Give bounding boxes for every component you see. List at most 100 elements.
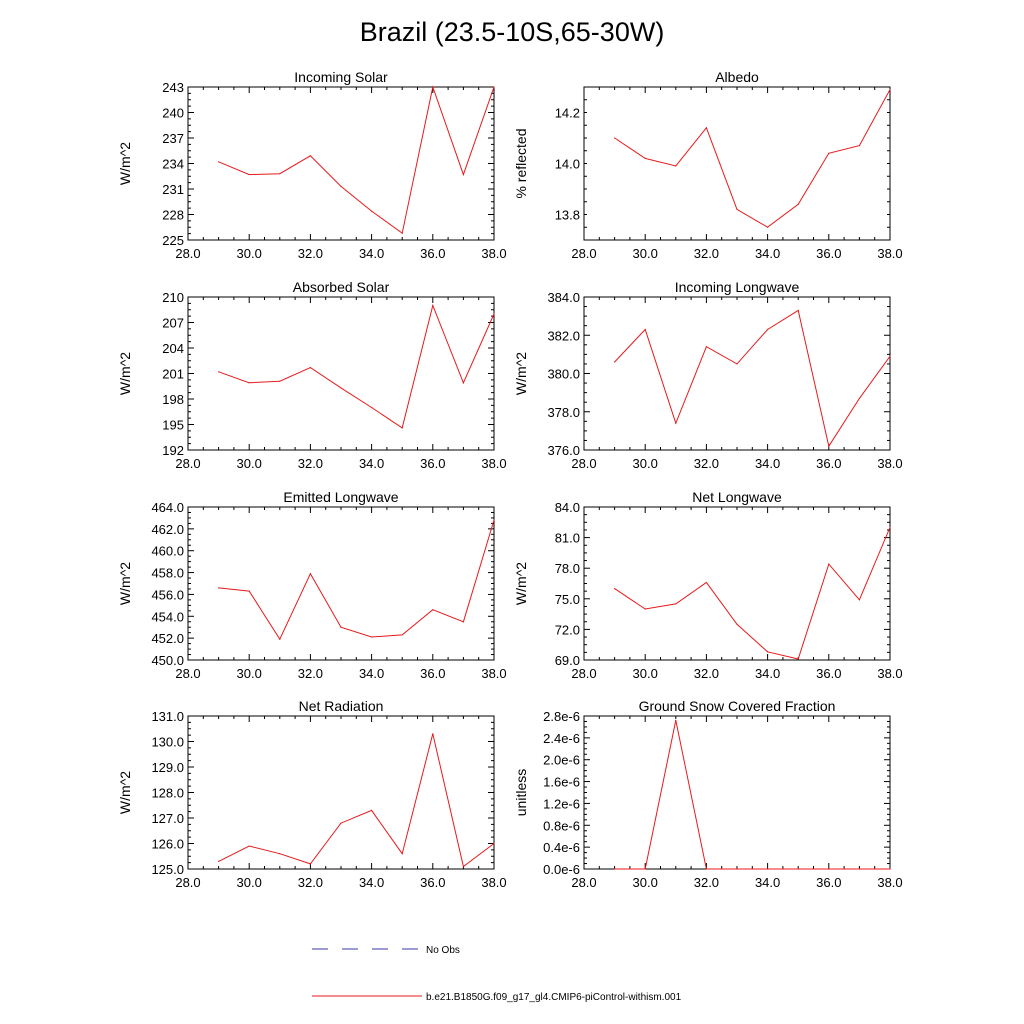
panel-title: Albedo <box>715 69 759 85</box>
data-point <box>279 638 281 640</box>
series-line <box>218 85 495 235</box>
y-axis-label: W/m^2 <box>513 562 529 605</box>
plot-frame <box>187 296 495 451</box>
x-tick-label: 30.0 <box>237 246 262 261</box>
data-point <box>828 868 830 870</box>
data-point <box>614 868 616 870</box>
data-point <box>767 226 769 228</box>
data-point <box>614 137 616 139</box>
plot-frame <box>187 86 495 241</box>
data-point <box>644 157 646 159</box>
data-point <box>248 845 250 847</box>
data-point <box>797 868 799 870</box>
x-tick-label: 36.0 <box>420 246 445 261</box>
data-point <box>218 587 220 589</box>
y-tick-label: 2.0e-6 <box>543 753 580 768</box>
x-tick-label: 34.0 <box>755 246 780 261</box>
x-tick-label: 30.0 <box>237 875 262 890</box>
data-point <box>705 127 708 129</box>
y-tick-label: 69.0 <box>555 653 580 668</box>
data-point <box>432 609 434 611</box>
data-point <box>675 603 677 605</box>
plot-frame <box>583 86 891 241</box>
x-tick-label: 28.0 <box>175 456 200 471</box>
data-point <box>828 445 830 447</box>
x-tick-label: 28.0 <box>175 666 200 681</box>
y-tick-label: 454.0 <box>151 609 184 624</box>
y-tick-label: 127.0 <box>151 811 184 826</box>
data-point <box>675 719 677 721</box>
x-tick-label: 30.0 <box>237 666 262 681</box>
x-tick-label: 30.0 <box>633 666 658 681</box>
data-point <box>371 406 373 409</box>
y-tick-label: 195 <box>162 418 184 433</box>
data-point <box>644 328 646 331</box>
y-tick-label: 125.0 <box>151 862 184 877</box>
data-point <box>644 608 646 610</box>
series-line <box>218 519 495 641</box>
data-point <box>614 361 616 363</box>
data-point <box>279 173 281 175</box>
data-point <box>401 634 403 636</box>
x-tick-label: 38.0 <box>481 246 506 261</box>
y-tick-label: 231 <box>162 182 184 197</box>
data-point <box>736 363 738 365</box>
data-point <box>767 868 769 870</box>
y-tick-label: 243 <box>162 80 184 95</box>
y-tick-label: 78.0 <box>555 561 580 576</box>
y-tick-label: 2.8e-6 <box>543 709 580 724</box>
data-point <box>248 173 250 176</box>
y-tick-label: 456.0 <box>151 587 184 602</box>
data-point <box>279 380 281 382</box>
data-point <box>889 868 891 870</box>
x-tick-label: 32.0 <box>298 456 323 471</box>
x-tick-label: 32.0 <box>694 246 719 261</box>
series-line <box>218 303 495 429</box>
data-point <box>218 860 220 862</box>
y-axis-label: unitless <box>513 769 529 816</box>
y-tick-label: 130.0 <box>151 735 184 750</box>
legend: No Obs b.e21.B1850G.f09_g17_gl4.CMIP6-pi… <box>312 945 682 1003</box>
x-tick-label: 36.0 <box>816 875 841 890</box>
y-tick-label: 1.6e-6 <box>543 775 580 790</box>
data-point <box>614 588 616 590</box>
data-point <box>736 868 738 870</box>
series-line <box>614 89 891 228</box>
x-tick-label: 32.0 <box>694 666 719 681</box>
y-tick-label: 237 <box>162 131 184 146</box>
data-point <box>401 853 403 855</box>
x-tick-label: 34.0 <box>755 456 780 471</box>
y-tick-label: 198 <box>162 392 184 407</box>
data-point <box>767 328 769 331</box>
y-tick-label: 228 <box>162 208 184 223</box>
data-point <box>401 232 403 234</box>
data-point <box>493 842 495 845</box>
y-tick-label: 384.0 <box>547 290 580 305</box>
chart-panels: Incoming Solar W/m^2 28.0 30.0 32.0 34.0 36.0 3… <box>117 69 903 890</box>
chart-panel-7: Net Radiation W/m^2 28.0 30.0 32.0 34.0 36.0 38… <box>117 698 507 890</box>
y-tick-label: 464.0 <box>151 500 184 515</box>
x-tick-label: 28.0 <box>571 246 596 261</box>
x-tick-label: 34.0 <box>755 875 780 890</box>
x-tick-label: 28.0 <box>571 875 596 890</box>
x-tick-label: 32.0 <box>694 875 719 890</box>
x-tick-label: 32.0 <box>298 666 323 681</box>
data-point <box>248 382 250 384</box>
data-point <box>401 427 403 429</box>
chart-panel-2: Albedo % reflected 28.0 30.0 32.0 34.0 36.0 38.… <box>513 69 903 261</box>
data-point <box>432 733 434 735</box>
figure-title: Brazil (23.5-10S,65-30W) <box>360 17 665 47</box>
x-tick-label: 38.0 <box>877 456 902 471</box>
y-axis-label: % reflected <box>513 128 529 198</box>
data-point <box>248 590 250 592</box>
data-point <box>309 155 311 157</box>
legend-model-label: b.e21.B1850G.f09_g17_gl4.CMIP6-piControl… <box>426 992 682 1003</box>
x-tick-label: 30.0 <box>633 456 658 471</box>
data-point <box>705 346 708 348</box>
series-line <box>218 733 495 868</box>
data-point <box>340 185 342 188</box>
x-tick-label: 38.0 <box>481 666 506 681</box>
y-axis-label: W/m^2 <box>117 142 133 185</box>
x-tick-label: 38.0 <box>877 666 902 681</box>
